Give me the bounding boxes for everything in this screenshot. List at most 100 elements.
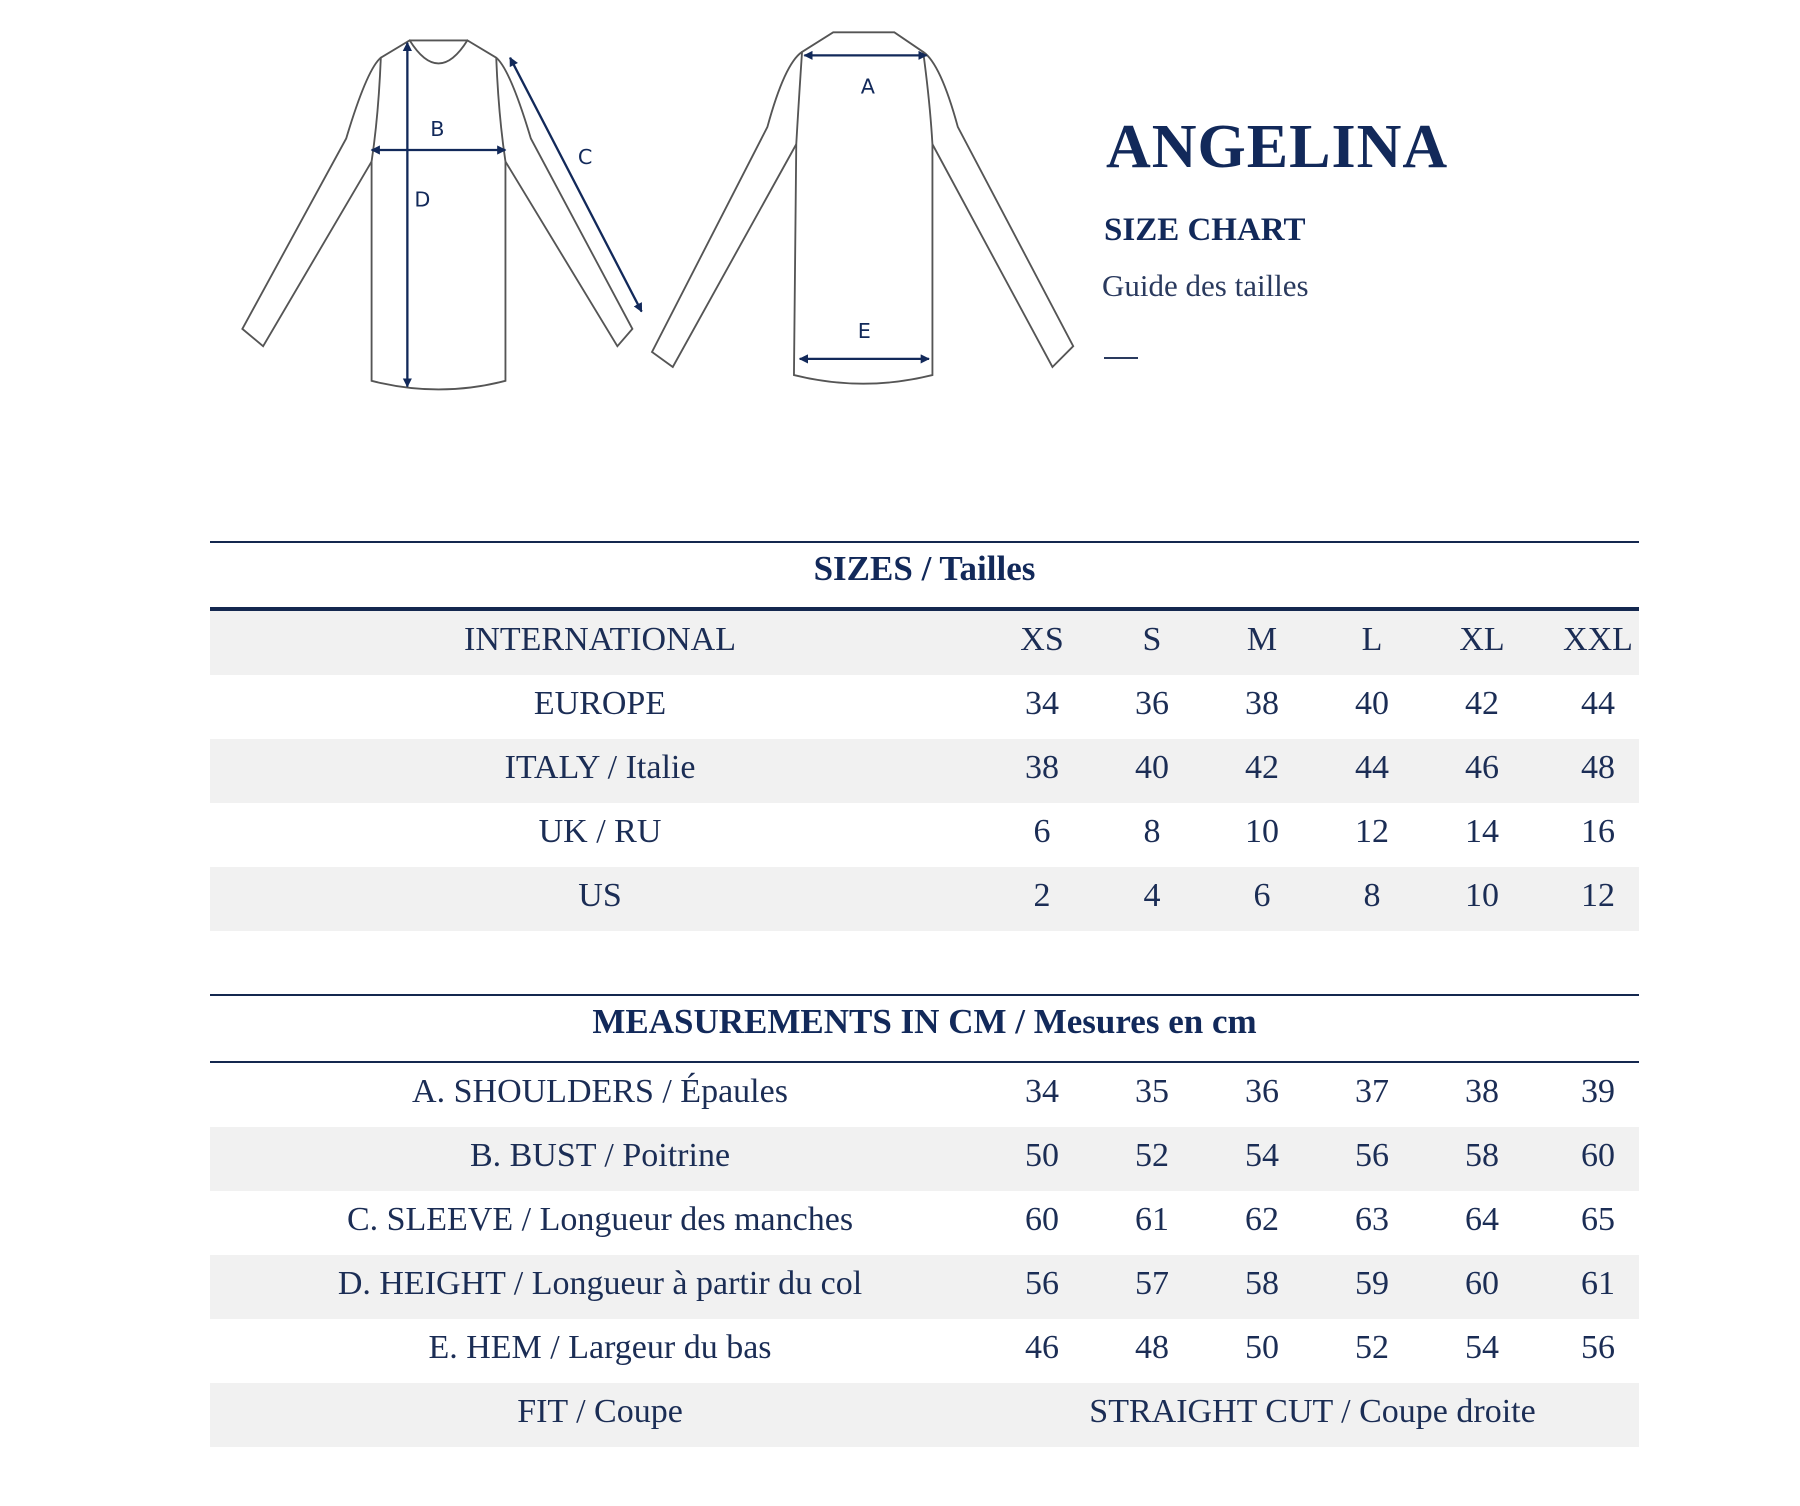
size-cell: 48	[1135, 1329, 1169, 1366]
size-cell: 44	[1581, 685, 1615, 722]
row-label: D. HEIGHT / Longueur à partir du col	[337, 1265, 863, 1302]
size-cell: 52	[1355, 1329, 1389, 1366]
size-cell: 35	[1135, 1073, 1169, 1110]
divider	[210, 994, 1639, 996]
table-row: EUROPE 34 36 38 40 42 44	[210, 675, 1639, 739]
row-label: A. SHOULDERS / Épaules	[412, 1073, 788, 1110]
size-cell: 34	[1025, 685, 1059, 722]
size-cell: 38	[1025, 749, 1059, 786]
size-cell: 12	[1581, 877, 1615, 914]
size-cell: 8	[1143, 813, 1161, 850]
size-cell: 40	[1355, 685, 1389, 722]
size-cell: 56	[1581, 1329, 1615, 1366]
product-title: ANGELINA	[1106, 113, 1449, 181]
row-label: UK / RU	[538, 813, 662, 850]
table-row: B. BUST / Poitrine 50 52 54 56 58 60	[210, 1127, 1639, 1191]
row-label: FIT / Coupe	[517, 1393, 683, 1430]
size-cell: 61	[1581, 1265, 1615, 1302]
fit-value: STRAIGHT CUT / Coupe droite	[1089, 1393, 1536, 1430]
size-cell: 4	[1143, 877, 1161, 914]
size-cell: 50	[1245, 1329, 1279, 1366]
label-a: A	[861, 74, 876, 98]
size-cell: 12	[1355, 813, 1389, 850]
size-cell: 38	[1465, 1073, 1499, 1110]
sizes-table: SIZES / Tailles INTERNATIONAL XS S M L XL XXL E…	[210, 541, 1639, 931]
size-cell: 56	[1025, 1265, 1059, 1302]
divider	[210, 1061, 1639, 1063]
size-cell: XL	[1459, 621, 1505, 658]
size-cell: 60	[1025, 1201, 1059, 1238]
size-cell: 63	[1355, 1201, 1389, 1238]
sizes-heading: SIZES / Tailles	[813, 549, 1036, 588]
fit-row: FIT / Coupe STRAIGHT CUT / Coupe droite	[210, 1383, 1639, 1447]
row-label: US	[578, 877, 622, 914]
front-garment	[241, 39, 634, 391]
size-cell: 61	[1135, 1201, 1169, 1238]
size-cell: 6	[1033, 813, 1051, 850]
size-cell: 37	[1355, 1073, 1389, 1110]
size-cell: 36	[1135, 685, 1169, 722]
size-cell: 42	[1245, 749, 1279, 786]
size-cell: 6	[1253, 877, 1271, 914]
size-cell: 64	[1465, 1201, 1499, 1238]
size-cell: 2	[1033, 877, 1051, 914]
size-cell: 46	[1025, 1329, 1059, 1366]
size-cell: 36	[1245, 1073, 1279, 1110]
table-row: E. HEM / Largeur du bas 46 48 50 52 54 56	[210, 1319, 1639, 1383]
size-chart-heading-fr: Guide des tailles	[1102, 268, 1309, 303]
size-cell: 59	[1355, 1265, 1389, 1302]
measurements-heading: MEASUREMENTS IN CM / Mesures en cm	[592, 1002, 1257, 1041]
size-cell: M	[1246, 621, 1278, 658]
size-cell: 54	[1465, 1329, 1499, 1366]
label-d: D	[414, 188, 430, 212]
table-row: INTERNATIONAL XS S M L XL XXL	[210, 611, 1639, 675]
size-cell: 60	[1581, 1137, 1615, 1174]
size-cell: L	[1361, 621, 1383, 658]
label-c: C	[578, 145, 593, 169]
size-cell: 46	[1465, 749, 1499, 786]
size-cell: 14	[1465, 813, 1499, 850]
divider	[210, 607, 1639, 611]
row-label: B. BUST / Poitrine	[469, 1137, 731, 1174]
size-cell: 50	[1025, 1137, 1059, 1174]
size-cell: 39	[1581, 1073, 1615, 1110]
size-cell: 10	[1465, 877, 1499, 914]
size-chart-heading: SIZE CHART	[1104, 212, 1306, 248]
size-cell: XS	[1020, 621, 1064, 658]
table-row: C. SLEEVE / Longueur des manches 60 61 62 63…	[210, 1191, 1639, 1255]
row-label: EUROPE	[533, 685, 667, 722]
size-cell: S	[1142, 621, 1162, 658]
size-cell: 40	[1135, 749, 1169, 786]
size-cell: 62	[1245, 1201, 1279, 1238]
size-cell: 8	[1363, 877, 1381, 914]
size-cell: 52	[1135, 1137, 1169, 1174]
size-cell: 60	[1465, 1265, 1499, 1302]
size-cell: 48	[1581, 749, 1615, 786]
measurements-table: MEASUREMENTS IN CM / Mesures en cm A. SH…	[210, 994, 1639, 1454]
table-row: A. SHOULDERS / Épaules 34 35 36 37 38 39	[210, 1063, 1639, 1127]
table-row: D. HEIGHT / Longueur à partir du col 56 57…	[210, 1255, 1639, 1319]
row-label: INTERNATIONAL	[464, 621, 736, 658]
divider-dash	[1104, 357, 1138, 359]
divider	[210, 541, 1639, 543]
row-label: ITALY / Italie	[504, 749, 696, 786]
sleeve-arrow	[509, 56, 643, 313]
size-cell: 38	[1245, 685, 1279, 722]
size-cell: 34	[1025, 1073, 1059, 1110]
size-cell: 56	[1355, 1137, 1389, 1174]
size-cell: 10	[1245, 813, 1279, 850]
garment-diagram: B D C A E	[241, 31, 1075, 391]
size-cell: 16	[1581, 813, 1615, 850]
size-cell: 58	[1465, 1137, 1499, 1174]
table-row: ITALY / Italie 38 40 42 44 46 48	[210, 739, 1639, 803]
size-cell: 57	[1135, 1265, 1169, 1302]
size-cell: 42	[1465, 685, 1499, 722]
label-b: B	[430, 117, 444, 141]
row-label: C. SLEEVE / Longueur des manches	[346, 1201, 854, 1238]
size-cell: XXL	[1563, 621, 1633, 658]
size-cell: 54	[1245, 1137, 1279, 1174]
row-label: E. HEM / Largeur du bas	[428, 1329, 772, 1366]
table-row: US 2 4 6 8 10 12	[210, 867, 1639, 931]
size-cell: 65	[1581, 1201, 1615, 1238]
back-garment	[650, 31, 1075, 385]
